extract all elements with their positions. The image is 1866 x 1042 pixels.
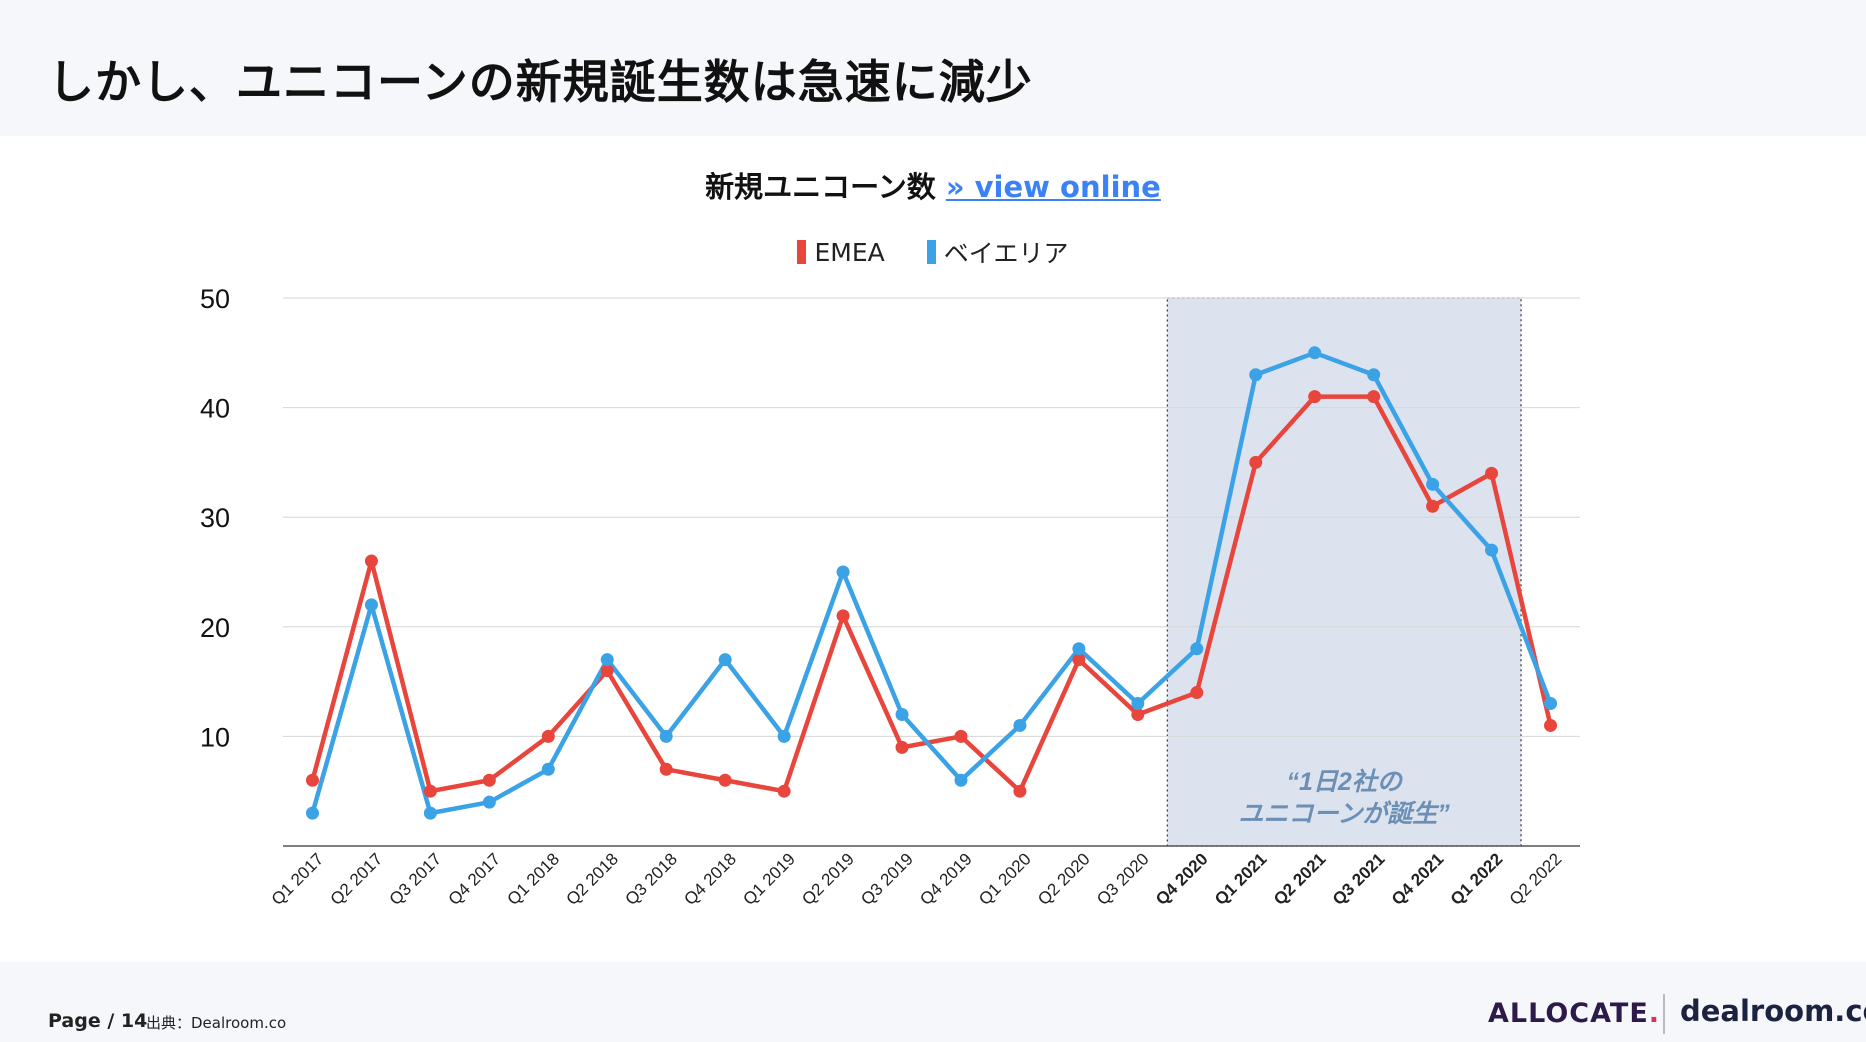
- data-point-emea: [836, 609, 850, 623]
- legend-swatch-emea: [797, 240, 807, 264]
- highlight-annotation: ユニコーンが誕生”: [1239, 800, 1451, 828]
- x-tick-label: Q3 2019: [857, 849, 917, 909]
- data-point-emea: [1190, 686, 1204, 700]
- data-point-bay-area: [541, 762, 555, 776]
- data-point-emea: [659, 762, 673, 776]
- highlight-region: [1166, 297, 1522, 847]
- x-tick-label: Q4 2021: [1388, 849, 1448, 909]
- view-online-link[interactable]: » view online: [945, 170, 1161, 204]
- page-number: Page / 14: [48, 1010, 148, 1032]
- data-point-emea: [541, 729, 555, 743]
- data-point-bay-area: [1072, 642, 1086, 656]
- data-point-emea: [1013, 784, 1027, 798]
- data-point-emea: [1367, 390, 1381, 404]
- data-point-emea: [1249, 455, 1263, 469]
- x-tick-label: Q3 2018: [621, 849, 681, 909]
- data-point-bay-area: [718, 653, 732, 667]
- x-tick-label: Q3 2021: [1329, 849, 1389, 909]
- data-point-bay-area: [1131, 697, 1145, 711]
- y-tick-label: 10: [200, 722, 230, 752]
- source-note: 出典：Dealroom.co: [146, 1014, 287, 1032]
- allocate-logo-dot: .: [1648, 998, 1661, 1029]
- data-point-bay-area: [777, 729, 791, 743]
- data-point-emea: [1131, 707, 1145, 721]
- data-point-bay-area: [1013, 718, 1027, 732]
- page-title: しかし、ユニコーンの新規誕生数は急速に減少: [48, 55, 1033, 109]
- x-tick-label: Q1 2020: [975, 849, 1035, 909]
- x-tick-label: Q2 2019: [798, 849, 858, 909]
- header-band: [0, 0, 1866, 136]
- data-point-bay-area: [364, 598, 378, 612]
- data-point-emea: [305, 773, 319, 787]
- x-tick-label: Q2 2020: [1034, 849, 1094, 909]
- data-point-emea: [423, 784, 437, 798]
- data-point-bay-area: [423, 806, 437, 820]
- data-point-emea: [364, 554, 378, 568]
- x-tick-label: Q2 2021: [1270, 849, 1330, 909]
- data-point-emea: [1485, 466, 1499, 480]
- footer-band: [0, 962, 1866, 1042]
- x-tick-label: Q1 2021: [1211, 849, 1271, 909]
- data-point-bay-area: [1190, 642, 1204, 656]
- x-tick-label: Q1 2017: [268, 849, 328, 909]
- data-point-bay-area: [1544, 697, 1558, 711]
- x-tick-label: Q3 2017: [386, 849, 446, 909]
- dealroom-logo: dealroom.co: [1680, 994, 1866, 1028]
- series-line-emea: [310, 394, 1553, 794]
- legend-swatch-bay-area: [926, 240, 936, 264]
- x-tick-label: Q2 2017: [327, 849, 387, 909]
- legend-item-bay-area[interactable]: ベイエリア: [926, 234, 1069, 270]
- x-tick-label: Q4 2020: [1152, 849, 1212, 909]
- x-tick-label: Q1 2019: [739, 849, 799, 909]
- x-tick-label: Q4 2019: [916, 849, 976, 909]
- data-point-bay-area: [1249, 368, 1263, 382]
- y-tick-label: 50: [200, 284, 230, 314]
- legend-item-emea[interactable]: EMEA: [797, 234, 885, 270]
- data-point-emea: [777, 784, 791, 798]
- data-point-emea: [600, 664, 614, 678]
- data-point-bay-area: [1367, 368, 1381, 382]
- x-tick-label: Q4 2018: [680, 849, 740, 909]
- highlight-annotation: “1日2社の: [1287, 768, 1404, 796]
- data-point-emea: [1308, 390, 1322, 404]
- data-point-emea: [954, 729, 968, 743]
- data-point-emea: [895, 740, 909, 754]
- data-point-emea: [1072, 653, 1086, 667]
- data-point-bay-area: [600, 653, 614, 667]
- chart-title-text: 新規ユニコーン数: [705, 170, 936, 204]
- chart-title: 新規ユニコーン数 » view online: [0, 164, 1866, 206]
- legend-label-bay-area: ベイエリア: [943, 239, 1069, 268]
- data-point-emea: [718, 773, 732, 787]
- data-point-bay-area: [305, 806, 319, 820]
- x-tick-label: Q3 2020: [1093, 849, 1153, 909]
- logo-divider: [1663, 994, 1665, 1034]
- allocate-logo: ALLOCATE.: [1488, 998, 1660, 1029]
- y-tick-label: 40: [200, 394, 230, 424]
- series-line-bay-area: [310, 350, 1553, 816]
- y-tick-label: 30: [200, 503, 230, 533]
- data-point-bay-area: [954, 773, 968, 787]
- allocate-logo-text: ALLOCATE: [1488, 998, 1649, 1029]
- data-point-bay-area: [659, 729, 673, 743]
- data-point-emea: [1544, 718, 1558, 732]
- data-point-bay-area: [895, 707, 909, 721]
- data-point-bay-area: [482, 795, 496, 809]
- y-tick-label: 20: [200, 613, 230, 643]
- data-point-bay-area: [836, 565, 850, 579]
- x-tick-label: Q1 2018: [504, 849, 564, 909]
- legend-label-emea: EMEA: [814, 237, 885, 267]
- x-tick-label: Q4 2017: [445, 849, 505, 909]
- data-point-bay-area: [1308, 346, 1322, 360]
- data-point-bay-area: [1426, 477, 1440, 491]
- data-point-bay-area: [1485, 543, 1499, 557]
- data-point-emea: [482, 773, 496, 787]
- data-point-emea: [1426, 499, 1440, 513]
- x-tick-label: Q2 2022: [1506, 849, 1566, 909]
- x-tick-label: Q2 2018: [563, 849, 623, 909]
- chart-legend: EMEA ベイエリア: [0, 234, 1866, 270]
- x-tick-label: Q1 2022: [1447, 849, 1507, 909]
